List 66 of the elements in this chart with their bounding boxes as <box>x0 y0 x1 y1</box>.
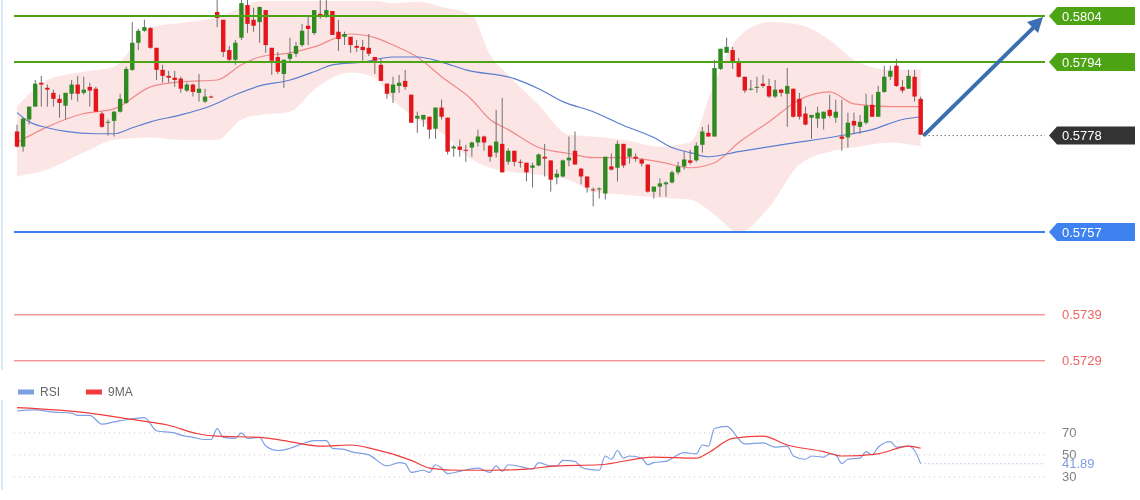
candlestick <box>772 79 778 99</box>
candlestick <box>518 158 523 169</box>
candlestick <box>75 75 80 103</box>
candlestick <box>148 26 153 50</box>
candlestick <box>33 79 38 108</box>
candlestick <box>111 110 117 138</box>
legend-label: RSI <box>40 385 61 400</box>
candlestick <box>548 159 553 193</box>
candlestick <box>730 46 735 70</box>
candlestick <box>45 84 50 108</box>
candlestick <box>882 65 887 94</box>
candlestick <box>590 187 596 207</box>
legend-label: 9MA <box>108 385 133 400</box>
candlestick <box>233 39 238 66</box>
candlestick <box>736 57 741 79</box>
candlestick <box>366 33 371 57</box>
y-tick-label: 70 <box>1062 425 1077 441</box>
candlestick <box>117 93 123 114</box>
candlestick <box>906 69 911 90</box>
candlestick <box>39 75 44 108</box>
candlestick <box>894 58 899 88</box>
candlestick <box>402 69 408 91</box>
candlestick <box>93 86 99 113</box>
candlestick <box>700 126 705 154</box>
candlestick <box>827 94 832 119</box>
candlestick <box>530 162 535 189</box>
candlestick <box>87 82 93 108</box>
candlestick <box>105 119 111 137</box>
candlestick <box>208 95 214 99</box>
y-tick-label: 0.5794 <box>1062 54 1102 70</box>
candlestick <box>136 28 141 51</box>
candlestick <box>572 130 578 166</box>
y-tick-label: 0.5778 <box>1062 128 1102 144</box>
candlestick <box>785 67 790 128</box>
candlestick <box>869 94 875 118</box>
y-tick-label: 0.5729 <box>1062 353 1102 369</box>
candlestick <box>597 187 602 200</box>
candlestick <box>202 88 208 104</box>
candlestick <box>269 47 274 76</box>
candlestick <box>463 144 469 163</box>
candlestick <box>657 177 663 198</box>
candlestick <box>439 99 444 120</box>
candlestick <box>748 79 754 92</box>
candlestick <box>857 114 863 135</box>
candlestick <box>542 143 547 177</box>
candlestick <box>14 124 20 149</box>
candlestick <box>766 78 772 99</box>
candlestick <box>754 76 760 94</box>
candlestick <box>912 69 917 103</box>
y-tick-label: 30 <box>1062 469 1077 485</box>
candlestick <box>293 41 299 58</box>
candlestick <box>833 99 838 124</box>
candlestick <box>372 56 378 75</box>
candlestick <box>615 140 620 183</box>
candlestick <box>493 109 499 159</box>
candlestick <box>433 107 438 140</box>
candlestick <box>863 93 869 126</box>
candlestick <box>663 181 669 198</box>
candlestick <box>378 57 384 82</box>
candlestick <box>57 94 62 119</box>
candlestick <box>287 37 293 63</box>
candlestick <box>675 161 681 176</box>
y-tick-label: 0.5739 <box>1062 307 1102 323</box>
y-tick-label: 0.5757 <box>1062 224 1102 240</box>
y-tick-label: 0.5804 <box>1062 8 1102 24</box>
candlestick <box>469 141 475 158</box>
